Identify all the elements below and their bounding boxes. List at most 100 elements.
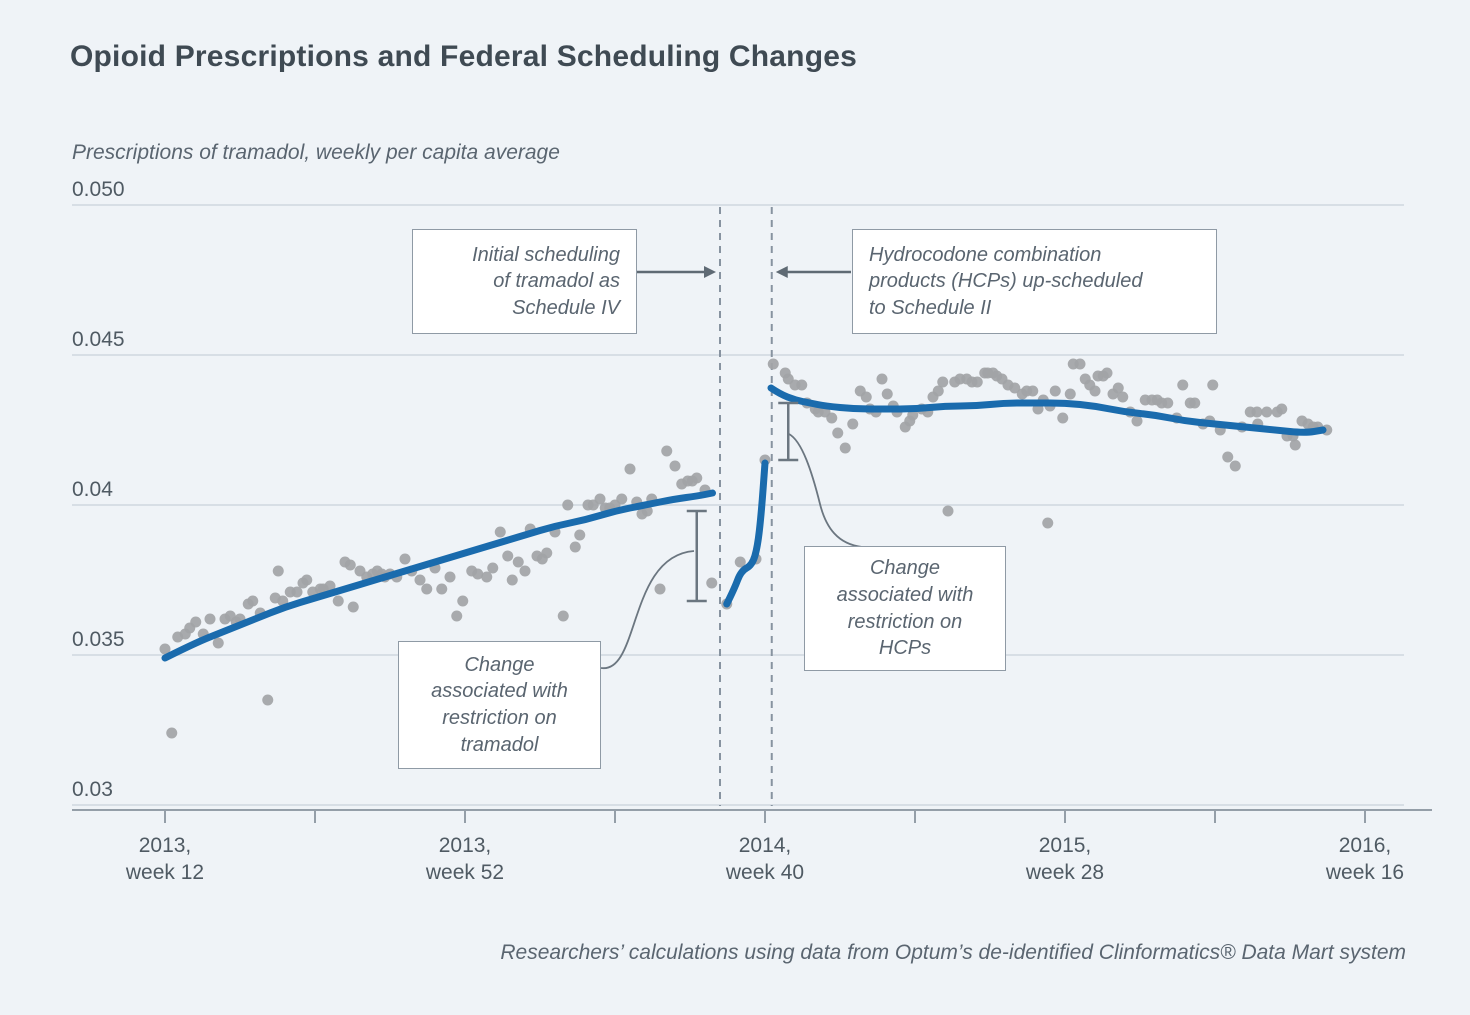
scatter-point: [494, 526, 506, 538]
scatter-point: [457, 595, 469, 607]
scatter-point: [190, 616, 202, 628]
annotation-box-hcp-schedule-ii: Hydrocodone combination products (HCPs) …: [852, 229, 1217, 334]
scatter-point: [1276, 403, 1288, 415]
scatter-point: [451, 610, 463, 622]
scatter-point: [301, 574, 313, 586]
annotation-line: restriction on: [442, 707, 557, 729]
scatter-point: [414, 574, 426, 586]
annotation-line: products (HCPs) up-scheduled: [869, 270, 1143, 293]
scatter-point: [1057, 412, 1069, 424]
x-axis-tick-label: 2015, week 28: [1025, 834, 1104, 884]
scatter-point: [767, 358, 779, 370]
scatter-point: [557, 610, 569, 622]
x-axis-tick-label: 2014, week 40: [725, 834, 804, 884]
scatter-point: [971, 376, 983, 388]
annotation-line: to Schedule II: [869, 296, 992, 319]
scatter-point: [860, 391, 872, 403]
annotation-line: associated with: [431, 680, 568, 703]
scatter-point: [937, 376, 949, 388]
scatter-point: [472, 568, 484, 580]
scatter-point: [1064, 388, 1076, 400]
annotation-line: Change: [464, 653, 535, 676]
annotation-line: Change: [869, 557, 941, 580]
scatter-point: [512, 556, 524, 568]
annotation-line: of tramadol as: [493, 270, 620, 293]
scatter-point: [1162, 397, 1174, 409]
scatter-point: [247, 595, 259, 607]
scatter-point: [291, 586, 303, 598]
scatter-point: [347, 601, 359, 613]
scatter-point: [1222, 451, 1234, 463]
scatter-point: [1261, 406, 1273, 418]
scatter-point: [847, 418, 859, 430]
scatter-point: [876, 373, 888, 385]
scatter-point: [166, 727, 178, 739]
scatter-point: [541, 547, 553, 559]
scatter-point: [344, 559, 356, 571]
y-axis-tick-label: 0.045: [72, 328, 125, 351]
arrow-head-left: [775, 266, 788, 278]
scatter-point: [1027, 385, 1039, 397]
page-title: Opioid Prescriptions and Federal Schedul…: [70, 40, 858, 73]
scatter-point: [1177, 379, 1189, 391]
scatter-point: [616, 493, 628, 505]
scatter-point: [421, 583, 433, 595]
scatter-point: [569, 541, 581, 553]
arrow-head-right: [704, 266, 716, 278]
scatter-point: [444, 571, 456, 583]
scatter-point: [1101, 367, 1113, 379]
scatter-point: [1049, 385, 1061, 397]
annotation-box-tramadol-change: Change associated with restriction on tr…: [398, 641, 601, 769]
scatter-point: [594, 493, 606, 505]
scatter-point: [661, 445, 673, 457]
trend-pre-scheduling-line: [161, 489, 716, 662]
y-axis-title: Prescriptions of tramadol, weekly per ca…: [72, 141, 560, 164]
scatter-point: [574, 529, 586, 541]
annotation-line: Initial scheduling: [472, 243, 620, 266]
scatter-point: [332, 595, 344, 607]
scatter-point: [832, 427, 844, 439]
y-axis-tick-label: 0.035: [72, 628, 125, 651]
scatter-point: [881, 388, 893, 400]
trend-post-hcp-line: [767, 384, 1327, 436]
scatter-point: [1131, 415, 1143, 427]
callout-curve-tramadol: [600, 550, 695, 669]
scatter-point: [1117, 391, 1129, 403]
scatter-point: [1009, 382, 1021, 394]
annotation-line: associated with: [836, 583, 974, 606]
scatter-point: [1207, 379, 1219, 391]
trend-between-events-line: [723, 459, 769, 608]
scatter-point: [839, 442, 851, 454]
scatter-point: [502, 550, 514, 562]
annotation-line: restriction on: [847, 610, 963, 633]
scatter-point: [159, 643, 171, 655]
annotation-box-schedule-iv: Initial scheduling of tramadol as Schedu…: [412, 229, 637, 334]
scatter-point: [1042, 517, 1054, 529]
scatter-point: [932, 385, 944, 397]
scatter-point: [1251, 406, 1263, 418]
annotation-line: HCPs: [878, 637, 932, 660]
scatter-point: [272, 565, 284, 577]
annotation-box-hcp-change: Change associated with restriction on HC…: [804, 546, 1006, 671]
scatter-point: [519, 565, 531, 577]
scatter-point: [654, 583, 666, 595]
y-axis-tick-label: 0.050: [72, 178, 125, 201]
scatter-point: [212, 637, 224, 649]
scatter-point: [481, 571, 493, 583]
x-axis-tick-label: 2016, week 16: [1325, 834, 1404, 884]
scatter-point: [691, 472, 703, 484]
callout-curve-hcp: [788, 433, 863, 548]
annotation-line: Schedule IV: [512, 296, 620, 319]
scatter-point: [1112, 382, 1124, 394]
y-axis-tick-label: 0.04: [72, 478, 113, 501]
scatter-point: [1074, 358, 1086, 370]
scatter-point: [669, 460, 681, 472]
scatter-point: [1089, 385, 1101, 397]
scatter-point: [1289, 439, 1301, 451]
scatter-point: [506, 574, 518, 586]
source-note: Researchers’ calculations using data fro…: [500, 941, 1406, 964]
annotation-line: Hydrocodone combination: [869, 243, 1102, 266]
x-axis-tick-label: 2013, week 12: [125, 834, 204, 884]
